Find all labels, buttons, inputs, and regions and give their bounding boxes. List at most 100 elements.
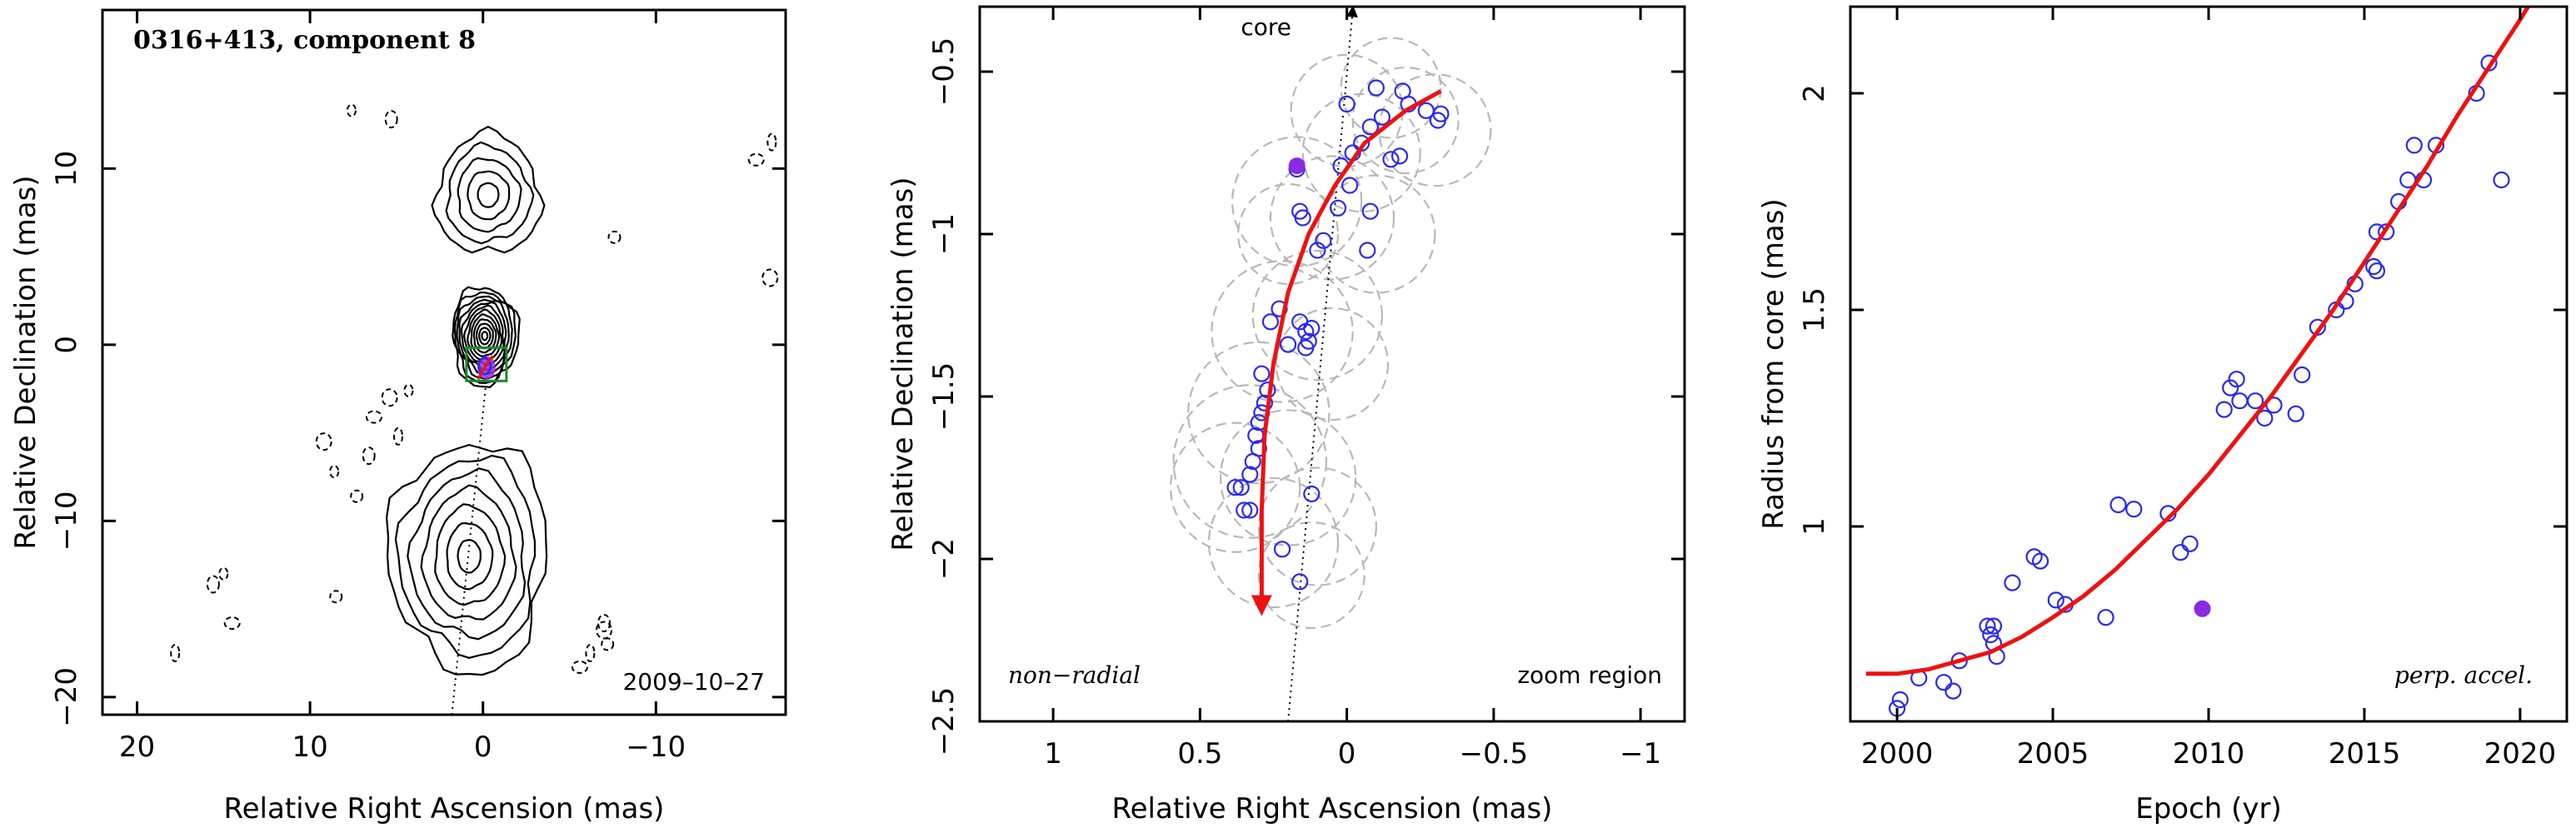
negative-contour bbox=[761, 268, 779, 287]
trajectory-content bbox=[1170, 7, 1492, 721]
trajectory-fit-curve bbox=[1251, 89, 1442, 616]
contour-line bbox=[472, 318, 497, 354]
panel2-zoom-label: zoom region bbox=[1517, 661, 1662, 689]
negative-contour bbox=[329, 590, 343, 604]
x-tick-label: 2010 bbox=[2173, 737, 2245, 771]
negative-contour bbox=[747, 152, 765, 167]
y-tick-label: −1 bbox=[927, 213, 961, 255]
radius-point bbox=[1979, 617, 1996, 635]
position-point bbox=[1341, 177, 1359, 194]
position-point bbox=[1250, 440, 1267, 457]
position-point bbox=[1297, 339, 1315, 357]
contour-line bbox=[446, 521, 494, 591]
y-tick-label: −2.5 bbox=[927, 687, 961, 756]
y-tick-label: 2 bbox=[1798, 84, 1831, 102]
panel2-xlabel: Relative Right Ascension (mas) bbox=[1112, 792, 1553, 826]
panel3-annotation: perp. accel. bbox=[2394, 661, 2533, 689]
x-tick-label: 0 bbox=[474, 731, 492, 764]
negative-contour bbox=[585, 643, 596, 662]
radius-point bbox=[2368, 262, 2386, 280]
position-point bbox=[1329, 199, 1347, 217]
radius-point bbox=[2231, 392, 2249, 410]
x-tick-label: 20 bbox=[119, 731, 155, 764]
radius-point bbox=[2047, 591, 2064, 609]
contour-line bbox=[394, 454, 537, 659]
contour-line bbox=[462, 304, 505, 367]
radius-point bbox=[2246, 392, 2264, 410]
negative-contour bbox=[362, 446, 376, 466]
acceleration-fit-curve bbox=[1865, 7, 2531, 676]
x-tick-label: 2005 bbox=[2017, 737, 2089, 771]
contour-line bbox=[431, 125, 546, 254]
radius-point bbox=[2287, 405, 2304, 422]
negative-contour bbox=[403, 383, 414, 397]
position-points bbox=[1226, 79, 1450, 591]
component-box bbox=[465, 346, 508, 382]
beam-circle bbox=[1340, 37, 1442, 139]
position-point bbox=[1280, 336, 1297, 353]
beam-circle bbox=[1237, 182, 1340, 286]
negative-contour bbox=[571, 660, 588, 674]
negative-contour bbox=[315, 432, 332, 451]
contour-line bbox=[434, 503, 507, 606]
contour-line bbox=[481, 331, 489, 342]
y-tick-label: 1 bbox=[1798, 517, 1831, 536]
position-point bbox=[1303, 485, 1320, 503]
highlight-point bbox=[1288, 157, 1305, 175]
contour-line bbox=[453, 292, 517, 384]
x-tick-label: 2015 bbox=[2329, 737, 2401, 771]
contour-region bbox=[452, 286, 521, 388]
y-tick-label: −1.5 bbox=[927, 362, 961, 431]
contour-line bbox=[460, 301, 507, 372]
position-point bbox=[1256, 394, 1274, 412]
radius-point bbox=[2378, 223, 2395, 241]
beam-circle bbox=[1257, 521, 1365, 630]
radius-point bbox=[2405, 137, 2423, 154]
panel2-frame bbox=[978, 5, 1686, 723]
panel1-xlabel: Relative Right Ascension (mas) bbox=[224, 792, 665, 826]
position-point bbox=[1315, 232, 1332, 249]
x-tick-label: 0 bbox=[1338, 737, 1356, 771]
y-tick-label: 1.5 bbox=[1798, 287, 1831, 332]
radius-epoch-content bbox=[1865, 7, 2531, 717]
contour-line bbox=[478, 327, 492, 346]
y-tick-label: −10 bbox=[50, 491, 83, 551]
radius-point bbox=[2222, 379, 2239, 397]
radius-point bbox=[2256, 409, 2274, 427]
y-tick-label: 0 bbox=[50, 336, 83, 354]
position-point bbox=[1253, 365, 1271, 382]
contour-line bbox=[445, 141, 535, 245]
position-point bbox=[1432, 105, 1450, 122]
panel-radius-vs-epoch: 2000 2005 2010 2015 2020 1 1.5 2 perp. accel. E… bbox=[1757, 5, 2569, 826]
panel1-frame bbox=[101, 8, 787, 716]
negative-contour bbox=[206, 575, 220, 594]
x-tick-label: 1 bbox=[1044, 737, 1062, 771]
negative-contour bbox=[766, 132, 777, 152]
highlight-point bbox=[2194, 600, 2211, 617]
radius-point bbox=[2172, 544, 2189, 561]
jet-axis-line bbox=[451, 362, 489, 715]
panel2-core-label: core bbox=[1241, 13, 1291, 41]
position-point bbox=[1390, 147, 1409, 165]
panel2-ticks: 1 0.5 0 −0.5 −1 −0.5 −1 −1.5 −2 −2.5 bbox=[927, 7, 1685, 771]
x-tick-label: 2000 bbox=[1861, 737, 1934, 771]
position-point bbox=[1241, 466, 1259, 483]
position-point bbox=[1232, 479, 1250, 496]
position-point bbox=[1273, 541, 1291, 558]
panel3-xlabel: Epoch (yr) bbox=[2135, 792, 2282, 826]
radius-point bbox=[2109, 496, 2127, 514]
x-tick-label: 0.5 bbox=[1177, 737, 1222, 771]
negative-contour bbox=[350, 489, 364, 503]
y-tick-label: 10 bbox=[50, 151, 83, 187]
panel2-ylabel: Relative Declination (mas) bbox=[886, 177, 920, 551]
negative-contour bbox=[218, 566, 229, 581]
y-tick-label: −0.5 bbox=[927, 37, 961, 107]
radius-point bbox=[2294, 366, 2311, 384]
radius-point bbox=[2097, 609, 2114, 626]
radius-point bbox=[1984, 617, 2003, 635]
beam-circles bbox=[1170, 37, 1492, 630]
panel1-ylabel: Relative Declination (mas) bbox=[9, 175, 42, 549]
radius-point bbox=[2493, 171, 2510, 189]
x-tick-label: −10 bbox=[626, 731, 686, 764]
contour-line bbox=[470, 313, 501, 358]
